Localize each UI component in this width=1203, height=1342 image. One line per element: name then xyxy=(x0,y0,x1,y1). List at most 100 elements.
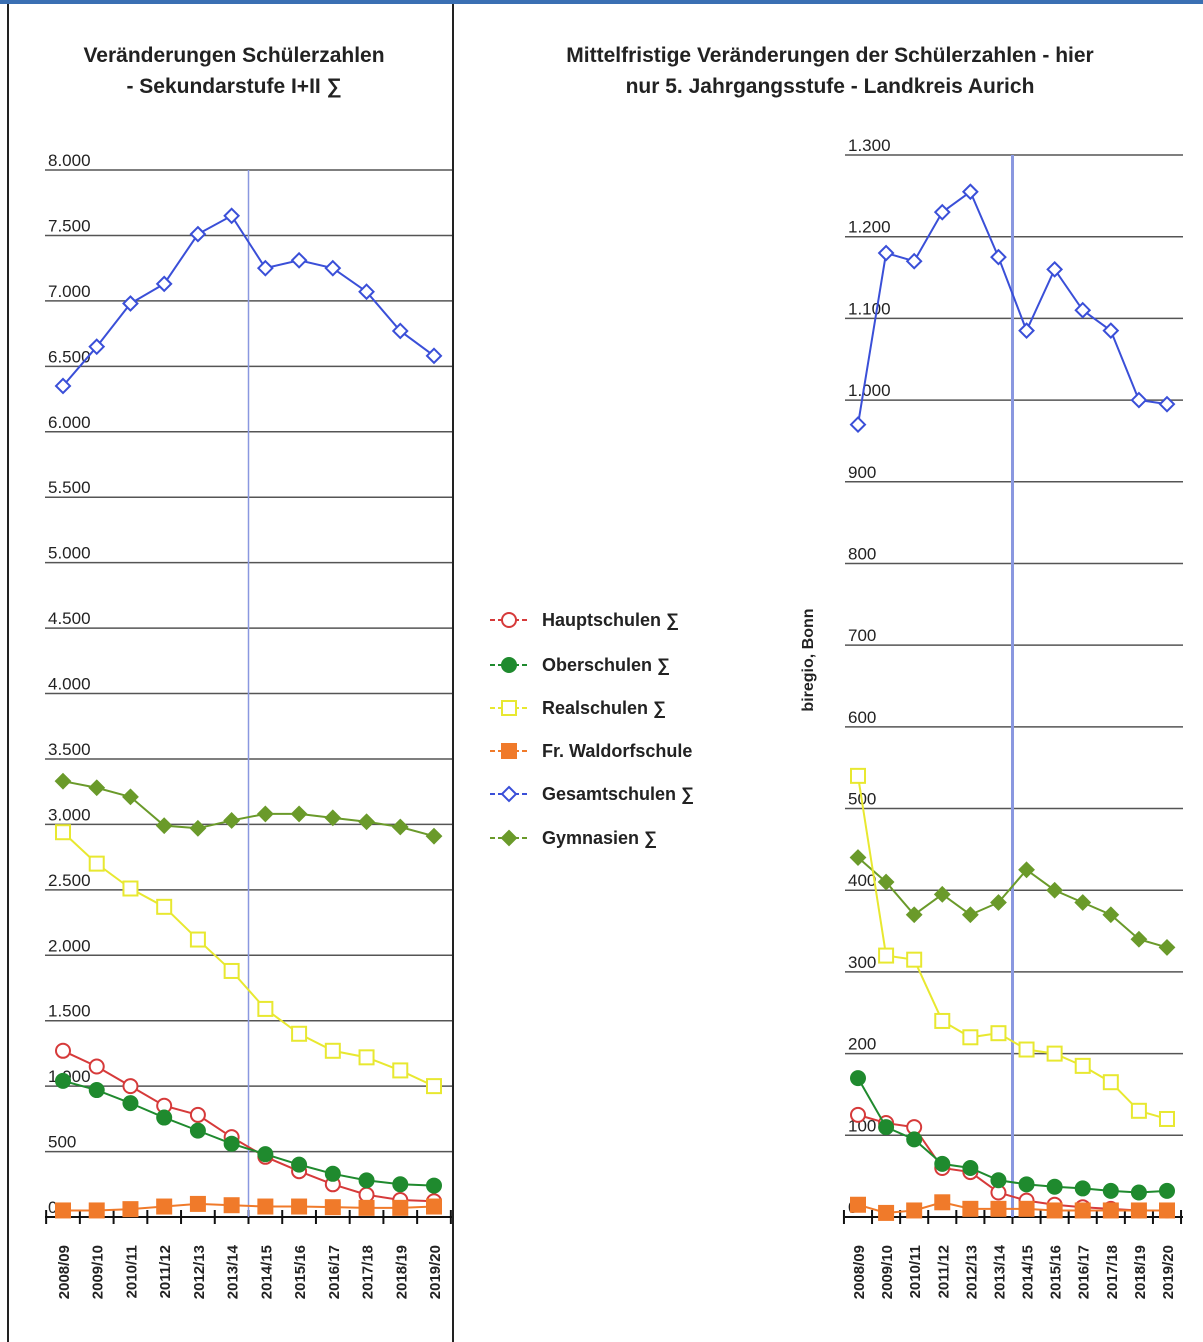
left-point-waldorf xyxy=(189,1195,206,1212)
chart-title-left: Veränderungen Schülerzahlen - Sekundarst… xyxy=(83,44,385,98)
left-point-gesamtschulen xyxy=(54,377,72,395)
left-point-gymnasien xyxy=(391,818,409,836)
left-y-tick-label: 6.500 xyxy=(48,347,91,366)
right-point-oberschulen xyxy=(934,1155,951,1172)
left-point-realschulen xyxy=(189,931,206,948)
left-point-gymnasien xyxy=(425,827,443,845)
right-point-realschulen xyxy=(1018,1041,1035,1058)
legend-marker-oberschulen xyxy=(501,657,517,673)
right-point-gesamtschulen xyxy=(877,244,895,262)
right-point-waldorf xyxy=(1074,1202,1091,1219)
right-point-oberschulen xyxy=(962,1159,979,1176)
left-point-gesamtschulen xyxy=(189,225,207,243)
right-x-tick-label: 2008/09 xyxy=(851,1245,868,1299)
right-point-gesamtschulen xyxy=(1074,301,1092,319)
right-x-tick-label: 2018/19 xyxy=(1132,1245,1149,1299)
left-y-tick-label: 5.000 xyxy=(48,544,91,563)
right-point-gymnasien xyxy=(961,906,979,924)
left-point-gymnasien xyxy=(223,812,241,829)
right-point-oberschulen xyxy=(878,1119,895,1136)
left-point-waldorf xyxy=(156,1198,173,1215)
left-x-tick-label: 2009/10 xyxy=(90,1245,107,1299)
right-y-tick-label: 400 xyxy=(848,871,876,890)
right-series-gymnasien xyxy=(849,849,1176,956)
left-point-waldorf xyxy=(88,1202,105,1219)
right-point-gesamtschulen xyxy=(905,252,923,270)
left-series-line-gesamtschulen xyxy=(62,214,435,387)
left-point-realschulen xyxy=(223,962,240,979)
right-point-realschulen xyxy=(990,1025,1007,1042)
right-point-oberschulen xyxy=(1102,1182,1119,1199)
right-y-tick-label: 1.200 xyxy=(848,218,891,237)
chart-left: 05001.0001.5002.0002.5003.0003.5004.0004… xyxy=(45,151,452,1299)
right-point-waldorf xyxy=(1046,1202,1063,1219)
left-point-realschulen xyxy=(55,824,71,841)
right-point-realschulen xyxy=(1159,1110,1175,1127)
right-point-gymnasien xyxy=(877,873,895,891)
left-point-realschulen xyxy=(156,898,173,915)
legend-marker-gesamtschulen xyxy=(500,785,518,803)
right-y-tick-label: 200 xyxy=(848,1035,876,1054)
legend-item-gesamtschulen: Gesamtschulen ∑ xyxy=(488,779,694,809)
left-point-oberschulen xyxy=(257,1146,274,1163)
legend-label-waldorf: Fr. Waldorfschule xyxy=(542,740,693,761)
left-point-gymnasien xyxy=(324,809,342,827)
left-point-oberschulen xyxy=(324,1165,341,1182)
left-point-realschulen xyxy=(324,1042,341,1059)
right-point-waldorf xyxy=(962,1200,979,1217)
left-series-gymnasien xyxy=(54,772,443,845)
right-y-tick-label: 1.100 xyxy=(848,299,891,318)
right-y-tick-label: 800 xyxy=(848,544,876,563)
legend-swatch-oberschulen xyxy=(490,657,528,673)
legend-swatch-waldorf xyxy=(490,743,528,759)
left-point-gymnasien xyxy=(122,788,139,806)
left-y-tick-label: 1.500 xyxy=(48,1002,91,1021)
right-point-gymnasien xyxy=(849,849,867,866)
right-point-gesamtschulen xyxy=(1130,391,1148,409)
right-point-gymnasien xyxy=(1102,906,1120,924)
right-x-tick-label: 2014/15 xyxy=(1020,1245,1037,1299)
legend-marker-realschulen xyxy=(501,700,517,716)
left-point-realschulen xyxy=(88,855,105,872)
right-point-oberschulen xyxy=(1074,1180,1091,1197)
right-point-realschulen xyxy=(1130,1102,1147,1119)
right-point-waldorf xyxy=(878,1204,895,1221)
left-y-tick-label: 500 xyxy=(48,1133,76,1152)
legend-item-hauptschulen: Hauptschulen ∑ xyxy=(488,605,679,635)
left-x-tick-label: 2008/09 xyxy=(56,1245,73,1299)
right-point-gymnasien xyxy=(1018,861,1035,879)
left-x-tick-label: 2017/18 xyxy=(360,1245,377,1299)
right-y-tick-label: 600 xyxy=(848,708,876,727)
left-point-realschulen xyxy=(392,1062,409,1079)
left-point-waldorf xyxy=(122,1201,139,1218)
legend-swatch-hauptschulen xyxy=(490,612,528,628)
left-point-gesamtschulen xyxy=(358,283,375,301)
left-point-oberschulen xyxy=(189,1122,206,1139)
right-series-realschulen xyxy=(850,767,1175,1127)
right-y-tick-label: 1.300 xyxy=(848,136,891,155)
left-point-oberschulen xyxy=(122,1095,139,1112)
left-x-tick-label: 2010/11 xyxy=(123,1245,140,1298)
left-point-waldorf xyxy=(426,1198,442,1215)
left-point-gesamtschulen xyxy=(425,347,443,365)
left-x-tick-label: 2011/12 xyxy=(157,1245,174,1298)
window-top-border xyxy=(0,0,1203,4)
right-point-realschulen xyxy=(878,947,895,964)
left-point-gesamtschulen xyxy=(290,251,308,269)
left-y-tick-label: 2.500 xyxy=(48,871,91,890)
left-point-hauptschulen xyxy=(122,1078,139,1095)
right-point-waldorf xyxy=(906,1202,923,1219)
left-point-oberschulen xyxy=(392,1176,409,1193)
panel-divider xyxy=(452,4,454,1342)
right-point-waldorf xyxy=(934,1194,951,1211)
right-series-line-gymnasien xyxy=(857,856,1168,949)
right-x-tick-label: 2011/12 xyxy=(935,1245,952,1298)
right-point-realschulen xyxy=(1046,1045,1063,1062)
chart-right: 01002003004005006007008009001.0001.1001.… xyxy=(842,136,1183,1299)
right-point-gesamtschulen xyxy=(961,183,979,201)
left-series-oberschulen xyxy=(55,1072,442,1194)
left-point-realschulen xyxy=(426,1078,442,1095)
left-point-oberschulen xyxy=(358,1172,375,1189)
right-point-gymnasien xyxy=(1158,939,1176,956)
